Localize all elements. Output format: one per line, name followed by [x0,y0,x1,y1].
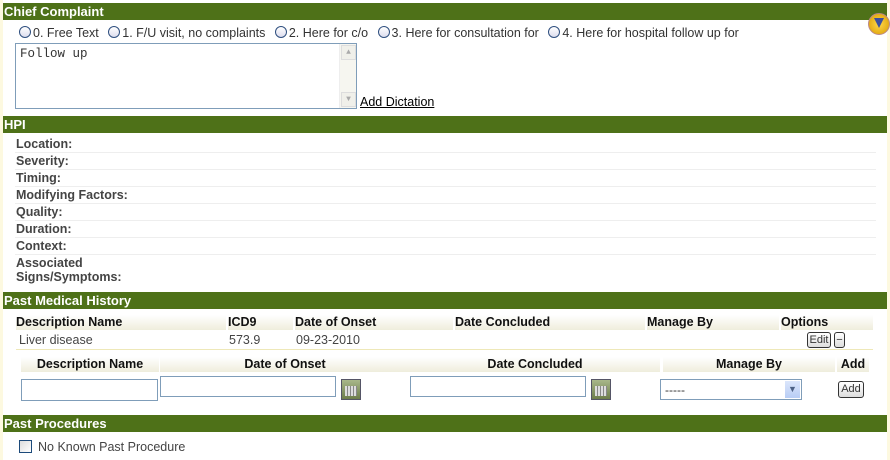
calendar-icon[interactable] [591,379,611,400]
hpi-quality: Quality: [15,205,876,221]
add-dictation-link[interactable]: Add Dictation [360,95,435,109]
radio-free-text[interactable]: 0. Free Text [19,26,99,40]
remove-button[interactable]: − [834,332,845,348]
no-known-procedure-checkbox[interactable]: No Known Past Procedure [19,440,185,454]
hpi-associated-signs: Associated Signs/Symptoms: [16,256,122,284]
add-col-onset: Date of Onset [160,357,410,372]
radio-consultation[interactable]: 3. Here for consultation for [377,26,539,40]
radio-here-for-co[interactable]: 2. Here for c/o [274,26,368,40]
calendar-icon[interactable] [341,379,361,400]
concluded-date-input[interactable] [410,376,586,397]
hpi-duration: Duration: [15,222,876,238]
add-button[interactable]: Add [838,381,864,398]
chevron-down-icon: ▼ [785,381,800,398]
scroll-up-icon[interactable]: ▲ [341,45,356,60]
onset-date-input[interactable] [160,376,336,397]
past-procedures-header: Past Procedures [3,415,887,432]
col-onset: Date of Onset [295,315,453,330]
add-col-description: Description Name [21,357,159,372]
col-manage-by: Manage By [647,315,779,330]
col-description: Description Name [16,315,226,330]
pmh-header: Past Medical History [3,292,887,309]
radio-fu-visit[interactable]: 1. F/U visit, no complaints [108,26,265,40]
hpi-timing: Timing: [15,171,876,187]
col-concluded: Date Concluded [455,315,645,330]
hpi-severity: Severity: [15,154,876,170]
edit-button[interactable]: Edit [807,332,831,348]
checkbox-icon[interactable] [19,440,32,453]
radio-hospital-follow-up[interactable]: 4. Here for hospital follow up for [548,26,739,40]
add-col-add: Add [837,357,869,372]
description-input[interactable] [21,379,158,401]
hpi-context: Context: [15,239,876,255]
scroll-down-icon[interactable]: ▼ [341,92,356,107]
add-col-manage-by: Manage By [663,357,835,372]
scrollbar[interactable]: ▲ ▼ [339,44,356,108]
download-arrow-icon[interactable] [868,13,890,35]
chief-complaint-textarea[interactable]: Follow up ▲ ▼ [15,43,357,109]
chief-complaint-header: Chief Complaint [3,3,887,20]
add-col-concluded: Date Concluded [410,357,660,372]
col-icd9: ICD9 [228,315,293,330]
manage-by-select[interactable]: ----- ▼ [660,379,802,400]
hpi-location: Location: [15,137,876,153]
hpi-header: HPI [3,116,887,133]
hpi-modifying-factors: Modifying Factors: [15,188,876,204]
col-options: Options [781,315,873,330]
